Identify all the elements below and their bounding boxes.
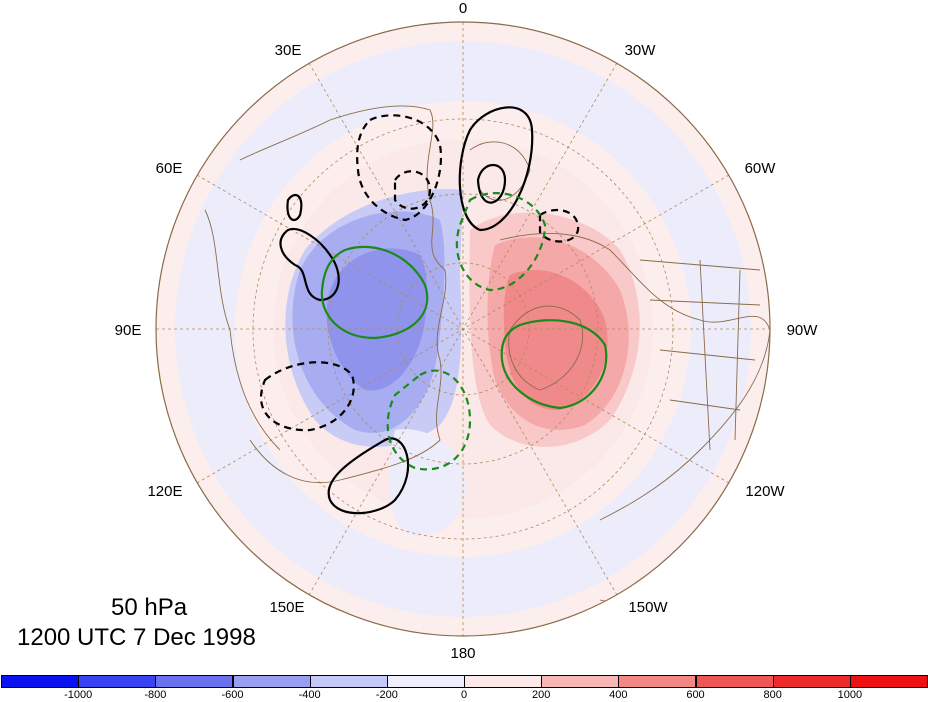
colorbar-box (309, 675, 388, 688)
longitude-labels: 0 30W 60W 90W 120W 150W 180 150E 120E 90… (115, 0, 819, 662)
colorbar-tick-label: 800 (763, 689, 782, 701)
lon-label-90e: 90E (115, 322, 142, 339)
polar-map: 0 30W 60W 90W 120W 150W 180 150E 120E 90… (115, 0, 819, 662)
timestamp-title: 1200 UTC 7 Dec 1998 (17, 624, 256, 651)
colorbar: -1000 -800 -600 -400 -200 0 200 400 600 800 1000 (0, 675, 928, 702)
colorbar-box (849, 675, 928, 688)
colorbar-tick-label: 200 (531, 689, 551, 701)
colorbar-tick-label: -800 (144, 689, 167, 701)
colorbar-tick-label: 400 (609, 689, 628, 701)
colorbar-box (1, 675, 80, 688)
colorbar-tick-label: 1000 (837, 689, 863, 701)
colorbar-tick-label: -400 (298, 689, 321, 701)
lon-label-0: 0 (459, 0, 467, 17)
lon-label-60w: 60W (745, 160, 777, 177)
shaded-field (156, 22, 770, 636)
colorbar-box (541, 675, 620, 688)
lon-label-150e: 150E (269, 599, 304, 616)
colorbar-tick-label: 0 (460, 689, 468, 701)
lon-label-120w: 120W (745, 483, 785, 500)
colorbar-box (618, 675, 697, 688)
colorbar-tick-label: -200 (375, 689, 398, 701)
colorbar-box (155, 675, 234, 688)
lon-label-30e: 30E (275, 42, 302, 59)
colorbar-box (772, 675, 851, 688)
lon-label-90w: 90W (787, 322, 819, 339)
colorbar-tick-label: -600 (221, 689, 244, 701)
lon-label-120e: 120E (147, 483, 182, 500)
colorbar-tick-label: -1000 (64, 689, 93, 701)
colorbar-box (232, 675, 311, 688)
lon-label-60e: 60E (156, 160, 183, 177)
colorbar-box (386, 675, 465, 688)
lon-label-30w: 30W (625, 42, 657, 59)
colorbar-box (78, 675, 157, 688)
colorbar-box (464, 675, 543, 688)
map-border (155, 21, 771, 637)
pressure-level-title: 50 hPa (111, 594, 188, 621)
colorbar-tick-label: 600 (686, 689, 705, 701)
colorbar-box (695, 675, 774, 688)
lon-label-180: 180 (450, 645, 475, 662)
contour-lines (259, 106, 608, 515)
lon-label-150w: 150W (628, 599, 668, 616)
